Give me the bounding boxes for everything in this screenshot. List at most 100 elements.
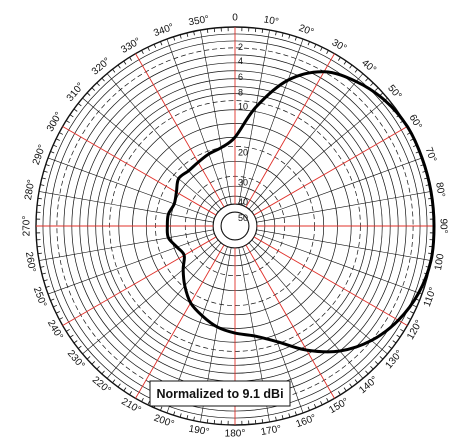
angle-label: 110° — [422, 286, 439, 309]
angle-tick — [337, 391, 341, 395]
angle-tick — [173, 411, 176, 416]
spoke-major — [245, 53, 335, 208]
radial-label: 50 — [238, 213, 248, 223]
angle-tick — [117, 64, 121, 69]
angle-tick — [206, 419, 209, 424]
angle-label: 80° — [433, 181, 446, 198]
radial-label: 8 — [238, 88, 243, 98]
spoke-major — [135, 53, 225, 208]
spoke — [248, 73, 364, 210]
angle-tick — [141, 397, 144, 402]
angle-tick — [326, 50, 329, 55]
angle-tick — [41, 272, 46, 275]
angle-label: 20° — [297, 23, 315, 39]
angle-tick — [73, 108, 78, 112]
angle-tick — [96, 82, 100, 87]
angle-label: 130° — [383, 348, 405, 371]
angle-label: 270° — [22, 216, 33, 237]
angle-tick — [53, 304, 58, 308]
spoke — [256, 191, 432, 223]
angle-tick — [307, 41, 310, 46]
angle-tick — [179, 413, 182, 418]
angle-tick — [412, 304, 417, 308]
angle-tick — [337, 57, 341, 61]
angle-tick — [275, 31, 277, 36]
angle-tick — [343, 387, 347, 392]
angle-tick — [307, 406, 310, 411]
radial-label: 6 — [238, 72, 243, 82]
angle-label: 230° — [65, 348, 87, 371]
polar-grid — [35, 26, 435, 426]
angle-tick — [349, 64, 353, 69]
angle-tick — [153, 44, 157, 49]
angle-tick — [193, 416, 195, 421]
angle-tick — [96, 365, 100, 370]
angle-tick — [147, 401, 150, 406]
spoke — [256, 229, 432, 261]
angle-tick — [91, 361, 96, 365]
spoke — [251, 239, 388, 355]
angle-tick — [365, 370, 369, 375]
spoke — [82, 97, 219, 213]
spoke-major — [62, 126, 217, 216]
radial-label: 2 — [238, 42, 243, 52]
angle-label: 180° — [225, 429, 246, 440]
annotation-text: Normalized to 9.1 dBi — [156, 387, 283, 401]
angle-tick — [43, 279, 48, 282]
spoke — [255, 157, 423, 219]
spoke — [82, 239, 219, 355]
angle-tick — [123, 387, 127, 392]
angle-tick — [160, 406, 163, 411]
radial-label: 40 — [238, 197, 248, 207]
grid-ring — [204, 195, 266, 257]
angle-tick — [354, 68, 358, 73]
spoke — [248, 242, 364, 379]
angle-label: 100 — [433, 253, 447, 272]
angle-tick — [101, 370, 105, 375]
angle-tick — [374, 361, 379, 365]
angle-tick — [288, 34, 291, 39]
spoke — [238, 29, 270, 205]
angle-tick — [147, 46, 150, 51]
angle-tick — [69, 114, 74, 118]
series-line — [165, 70, 436, 354]
angle-tick — [294, 36, 297, 41]
angle-tick — [66, 120, 70, 124]
angle-tick — [313, 44, 317, 49]
angle-tick — [370, 82, 374, 87]
angle-tick — [173, 36, 176, 41]
angle-ticks — [36, 27, 434, 425]
angle-label: 220° — [90, 374, 113, 396]
angle-tick — [349, 383, 353, 388]
angle-tick — [45, 164, 50, 167]
spoke-major — [253, 236, 408, 326]
angle-label: 350° — [188, 14, 210, 28]
angle-label: 120° — [405, 318, 425, 341]
angle-label: 280° — [23, 179, 37, 201]
angle-tick — [129, 391, 133, 395]
spoke — [251, 97, 388, 213]
annotation-box: Normalized to 9.1 dBi — [149, 380, 291, 407]
angle-tick — [392, 340, 397, 344]
angle-label: 190° — [188, 424, 210, 438]
angle-tick — [50, 151, 55, 154]
spoke — [106, 73, 222, 210]
angle-tick — [320, 46, 323, 51]
angle-label: 10° — [263, 14, 280, 27]
angle-tick — [101, 77, 105, 82]
angle-tick — [73, 340, 78, 344]
angle-tick — [410, 311, 415, 314]
angle-label: 170° — [260, 424, 282, 438]
angle-tick — [406, 317, 411, 320]
spoke — [47, 233, 215, 295]
angle-label: 310° — [65, 81, 87, 104]
angle-tick — [37, 252, 42, 255]
angle-tick — [400, 328, 404, 332]
angle-tick — [59, 317, 64, 320]
radial-labels: 2 4 6 8 10 20 30 40 50 — [238, 42, 248, 223]
angle-tick — [365, 77, 369, 82]
angle-tick — [40, 266, 45, 268]
radial-label: 20 — [238, 147, 248, 157]
